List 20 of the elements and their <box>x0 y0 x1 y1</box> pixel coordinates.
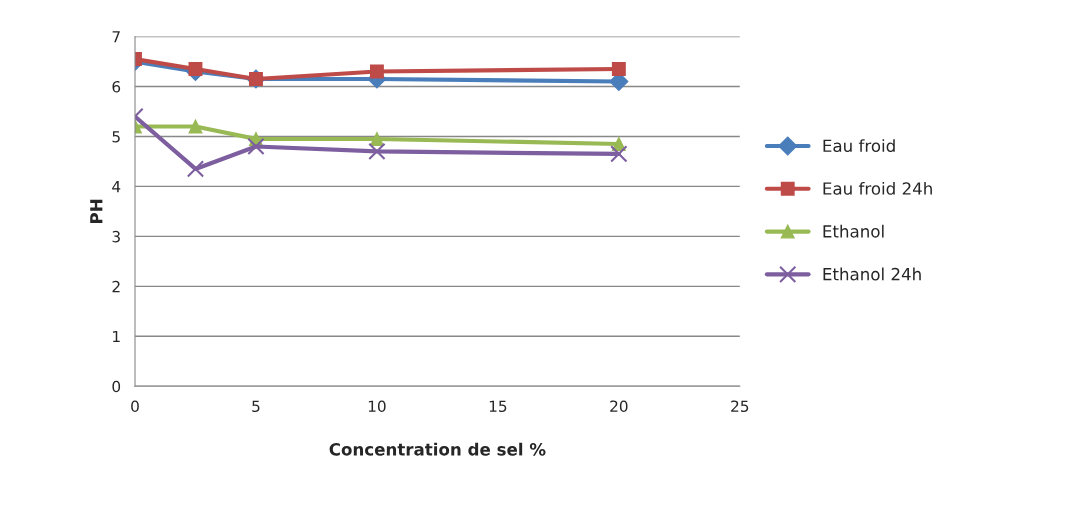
x-tick-label: 20 <box>610 400 628 412</box>
x-tick-label: 15 <box>489 400 507 412</box>
x-tick-label: 10 <box>368 400 386 412</box>
y-tick-label: 2 <box>112 280 120 293</box>
legend-label: Ethanol <box>823 224 884 238</box>
legend-label: Ethanol 24h <box>823 267 921 281</box>
y-tick-label: 7 <box>112 31 120 43</box>
y-axis-title: PH <box>90 199 103 223</box>
legend-label: Eau froid 24h <box>823 181 932 195</box>
legend-label: Eau froid <box>823 139 895 153</box>
y-tick-label: 1 <box>113 330 120 343</box>
y-tick-label: 4 <box>112 181 121 193</box>
y-tick-label: 5 <box>112 131 120 143</box>
x-tick-label: 25 <box>731 400 749 412</box>
x-tick-label: 5 <box>252 400 260 412</box>
x-axis-title: Concentration de sel % <box>329 442 546 456</box>
y-tick-label: 6 <box>112 80 121 93</box>
y-tick-label: 3 <box>112 230 120 243</box>
x-tick-label: 0 <box>131 400 139 412</box>
y-tick-label: 0 <box>112 380 121 393</box>
